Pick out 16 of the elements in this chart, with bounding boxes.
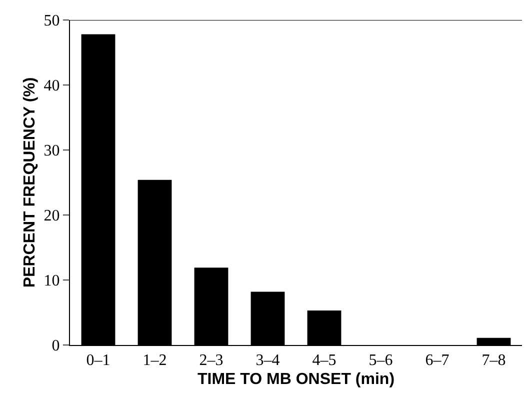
x-tick-label: 6–7 bbox=[425, 352, 450, 370]
y-tick-label: 20 bbox=[44, 208, 60, 225]
x-tick-label: 0–1 bbox=[86, 352, 110, 370]
y-tick-label: 10 bbox=[44, 272, 60, 290]
y-tick-label: 30 bbox=[44, 142, 60, 160]
x-tick-label: 1–2 bbox=[142, 352, 167, 370]
x-tick-label: 7–8 bbox=[482, 352, 506, 370]
y-axis-title: PERCENT FREQUENCY (%) bbox=[22, 77, 39, 288]
y-tick-label: 40 bbox=[44, 78, 60, 95]
x-tick-label: 2–3 bbox=[199, 352, 224, 370]
x-tick-label: 4–5 bbox=[312, 352, 336, 370]
y-tick-label: 0 bbox=[52, 338, 60, 355]
x-tick-label: 5–6 bbox=[368, 352, 393, 370]
y-tick-label: 50 bbox=[44, 12, 60, 30]
x-axis-title: TIME TO MB ONSET (min) bbox=[197, 370, 395, 388]
x-tick-label: 3–4 bbox=[256, 352, 280, 370]
